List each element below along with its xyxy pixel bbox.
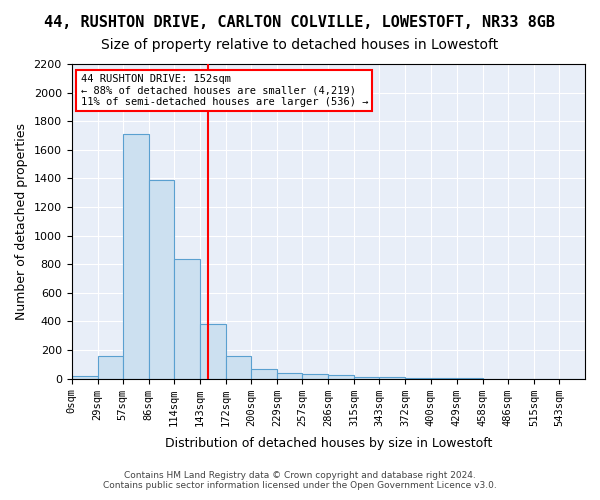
Bar [226,356,251,378]
Bar [379,377,406,378]
Bar [200,324,226,378]
Text: Size of property relative to detached houses in Lowestoft: Size of property relative to detached ho… [101,38,499,52]
Bar [302,374,328,378]
Text: 44, RUSHTON DRIVE, CARLTON COLVILLE, LOWESTOFT, NR33 8GB: 44, RUSHTON DRIVE, CARLTON COLVILLE, LOW… [44,15,556,30]
Bar [98,356,122,378]
Y-axis label: Number of detached properties: Number of detached properties [15,123,28,320]
Bar [174,259,200,378]
Bar [71,376,98,378]
Bar [122,134,149,378]
Bar [328,375,354,378]
Bar [149,180,174,378]
X-axis label: Distribution of detached houses by size in Lowestoft: Distribution of detached houses by size … [164,437,492,450]
Text: Contains HM Land Registry data © Crown copyright and database right 2024.
Contai: Contains HM Land Registry data © Crown c… [103,470,497,490]
Text: 44 RUSHTON DRIVE: 152sqm
← 88% of detached houses are smaller (4,219)
11% of sem: 44 RUSHTON DRIVE: 152sqm ← 88% of detach… [80,74,368,107]
Bar [251,370,277,378]
Bar [354,376,379,378]
Bar [277,373,302,378]
